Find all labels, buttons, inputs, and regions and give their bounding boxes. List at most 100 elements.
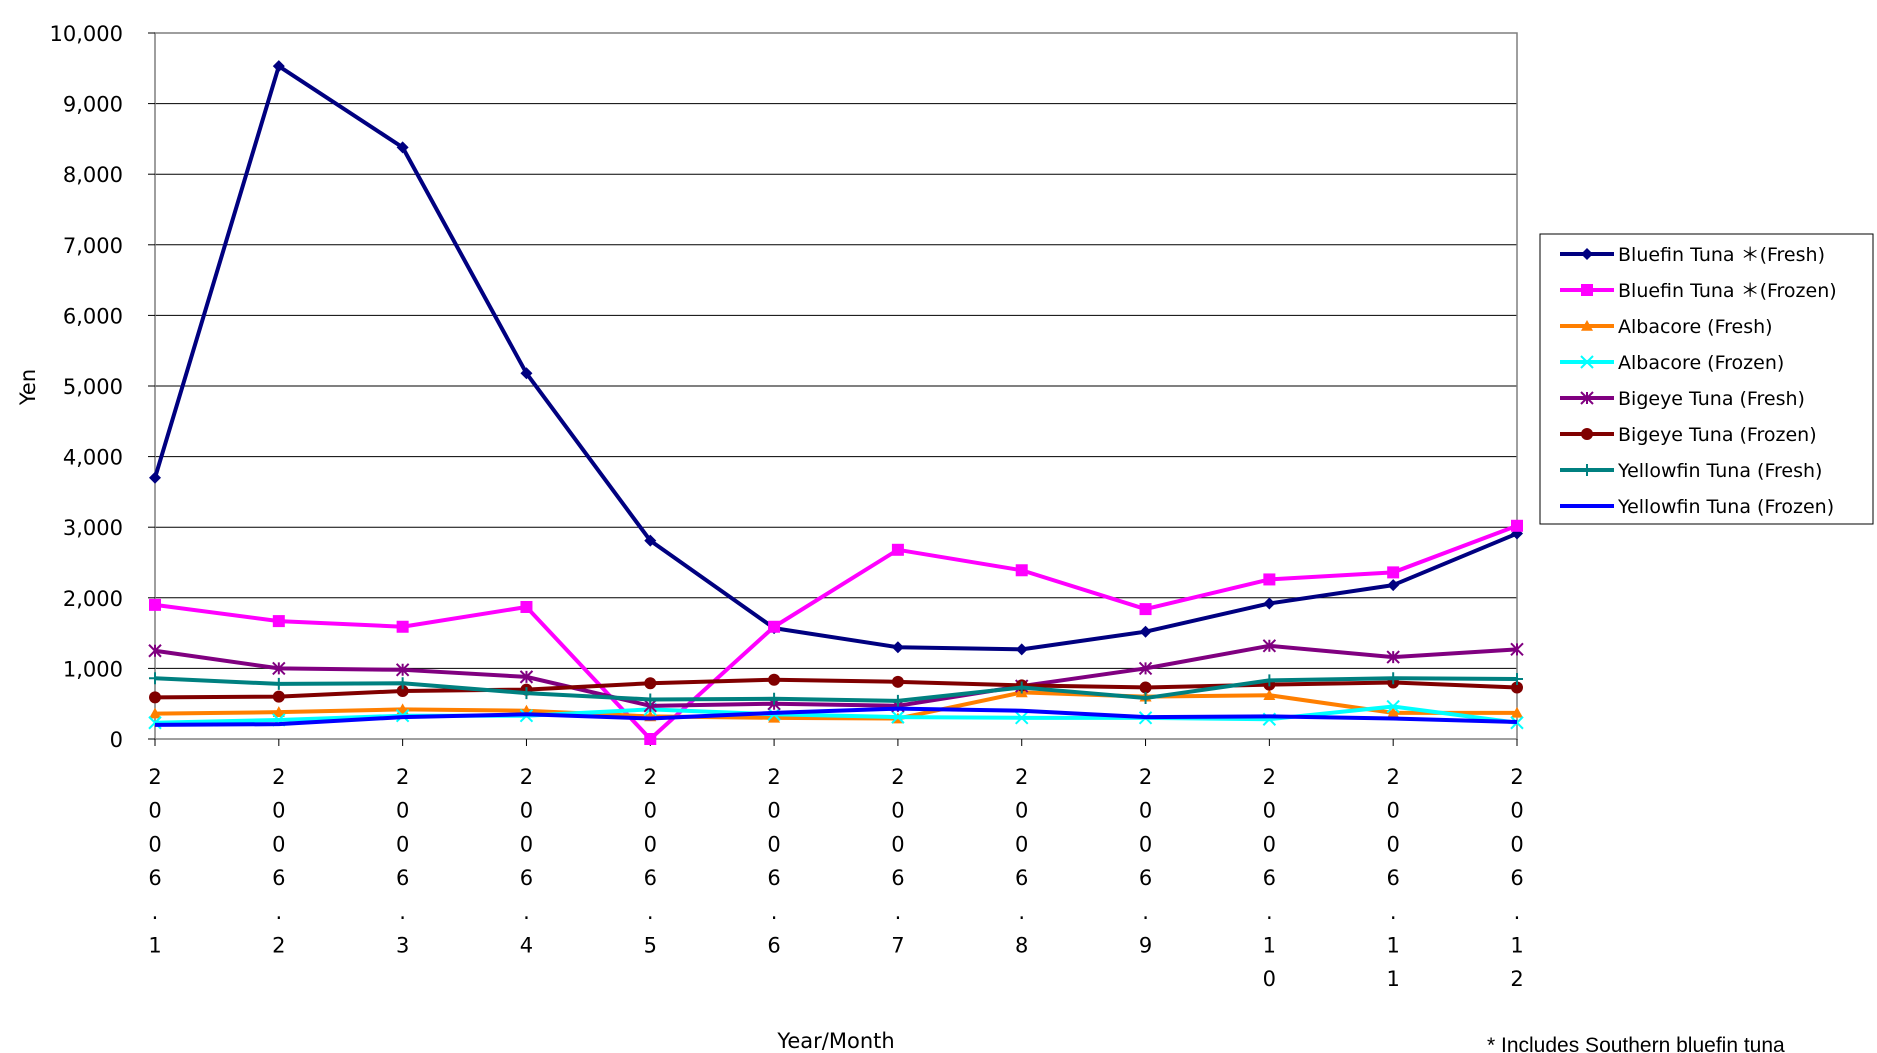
series-point — [149, 471, 161, 484]
series-point — [1138, 661, 1153, 676]
series-point — [396, 684, 409, 697]
series-point — [644, 534, 657, 547]
series-point — [149, 691, 161, 704]
series-point — [768, 620, 781, 633]
legend: Bluefin Tuna ＊(Fresh) Bluefin Tuna ＊(Froz… — [1539, 233, 1874, 525]
x-axis-title: Year/Month — [776, 1029, 894, 1053]
y-tick-label: 7,000 — [63, 234, 123, 258]
legend-item: Yellowfin Tuna (Frozen) — [1560, 496, 1834, 518]
legend-label: Yellowfin Tuna (Frozen) — [1617, 496, 1834, 518]
legend-label: Bigeye Tuna (Fresh) — [1618, 388, 1805, 410]
series-yellowfin-tuna-fresh — [149, 672, 1523, 707]
legend-label: Bigeye Tuna (Frozen) — [1618, 424, 1817, 446]
y-tick-label: 2,000 — [63, 587, 123, 611]
series-point — [148, 644, 162, 658]
series-point — [768, 673, 781, 686]
series-point — [149, 598, 161, 611]
series-point — [1015, 711, 1029, 725]
series-point — [1386, 650, 1400, 664]
series-point — [520, 367, 533, 380]
series-point — [1581, 464, 1593, 476]
series-point — [1139, 625, 1152, 638]
y-tick-label: 5,000 — [63, 375, 123, 399]
series-point — [1511, 519, 1523, 532]
legend-item: Albacore (Frozen) — [1560, 352, 1784, 374]
y-axis-title: Yen — [16, 369, 40, 406]
series-point — [1386, 699, 1400, 714]
y-tick-label: 3,000 — [63, 516, 123, 540]
x-axis-ticks: 2 0 0 6. 1 2 0 0 6. 2 2 0 0 6. 3 2 0 0 6. 4 2 0 0 6. 5 2 0 0 6. 6 2 0 0 6… — [148, 739, 1524, 991]
series-point — [1015, 643, 1028, 656]
legend-item: Yellowfin Tuna (Fresh) — [1560, 460, 1822, 482]
series-line — [154, 643, 1518, 708]
series-point — [1263, 573, 1276, 586]
y-tick-label: 10,000 — [50, 22, 123, 46]
series-point — [1580, 391, 1594, 405]
series-point — [1262, 639, 1277, 653]
series-point — [891, 675, 904, 688]
series-line — [154, 676, 1518, 703]
series-point — [644, 733, 657, 745]
series-point — [644, 693, 657, 706]
series-point — [1511, 706, 1523, 718]
series-point — [1263, 597, 1276, 610]
series-point — [1139, 603, 1152, 616]
series-line — [153, 64, 1518, 652]
series-point — [272, 615, 285, 628]
series-point — [891, 543, 904, 556]
series-point — [1263, 674, 1276, 687]
series-point — [1510, 642, 1524, 657]
series-point — [520, 687, 533, 700]
series-line — [154, 677, 1518, 700]
legend-label: Yellowfin Tuna (Fresh) — [1617, 460, 1822, 482]
series-point — [149, 707, 161, 719]
series-point — [1015, 681, 1028, 694]
series-point — [1511, 672, 1523, 685]
series-point — [1015, 564, 1028, 577]
series-bluefin-tuna-fresh — [149, 60, 1523, 656]
y-tick-label: 9,000 — [63, 93, 123, 117]
series-point — [1263, 689, 1276, 701]
series-point — [396, 620, 409, 633]
series-point — [1387, 706, 1400, 718]
series-point — [1139, 681, 1152, 694]
series-point — [1580, 355, 1594, 369]
series-point — [1139, 692, 1152, 705]
y-tick-label: 8,000 — [63, 163, 123, 187]
y-tick-label: 6,000 — [63, 304, 123, 328]
series-point — [272, 677, 285, 690]
series-point — [272, 60, 285, 73]
y-tick-label: 1,000 — [63, 657, 123, 681]
legend-item: Bigeye Tuna (Fresh) — [1560, 388, 1805, 410]
legend-label: Bluefin Tuna ＊(Frozen) — [1618, 280, 1837, 302]
series-line — [154, 690, 1517, 721]
y-tick-label: 0 — [110, 728, 123, 752]
series-point — [1511, 681, 1523, 694]
series-point — [1581, 248, 1593, 260]
series-point — [1581, 428, 1593, 440]
series-point — [272, 661, 286, 676]
legend-label: Albacore (Fresh) — [1618, 316, 1773, 338]
series-line — [154, 706, 1518, 727]
series-point — [1387, 672, 1400, 685]
legend-item: Bluefin Tuna ＊(Frozen) — [1560, 280, 1837, 302]
series-line — [154, 523, 1518, 741]
footnote: * Includes Southern bluefin tuna — [1487, 1034, 1785, 1053]
series-point — [644, 677, 657, 690]
legend-box — [1539, 233, 1874, 525]
legend-item: Bigeye Tuna (Frozen) — [1560, 424, 1817, 446]
series-point — [395, 663, 410, 677]
y-tick-label: 4,000 — [63, 446, 123, 470]
series-point — [396, 677, 409, 690]
